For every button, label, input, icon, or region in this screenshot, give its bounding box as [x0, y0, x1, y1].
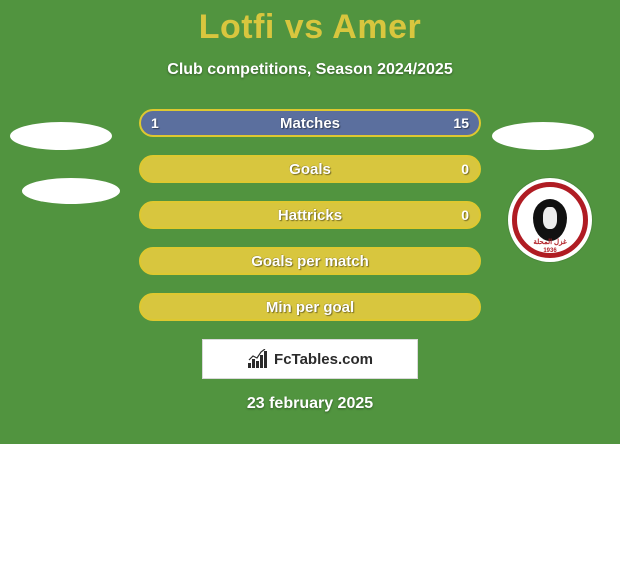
stat-value-right: 0 [461, 203, 469, 227]
bars-icon [247, 349, 271, 369]
stat-row: Matches1 15 [139, 109, 481, 137]
stat-label: Min per goal [141, 295, 479, 319]
left-team-badge-top [10, 122, 112, 150]
stat-row: Goals0 [139, 155, 481, 183]
stat-value-left: 1 [151, 111, 159, 135]
stat-label: Goals [141, 157, 479, 181]
stat-row: Min per goal [139, 293, 481, 321]
stat-label: Matches [141, 111, 479, 135]
stat-value-right: 15 [453, 111, 469, 135]
club-logo-inner [533, 199, 567, 241]
club-logo-ring: غزل المحلة 1936 [512, 182, 588, 258]
club-logo-arabic: غزل المحلة [533, 238, 566, 246]
brand-text: FcTables.com [274, 351, 373, 368]
left-team-badge-bottom [22, 178, 120, 204]
stat-value-right: 0 [461, 157, 469, 181]
club-logo-year: 1936 [543, 248, 556, 254]
date-text: 23 february 2025 [0, 395, 620, 413]
brand-footer: FcTables.com [202, 339, 418, 379]
comparison-panel: Lotfi vs Amer Club competitions, Season … [0, 0, 620, 444]
stat-row: Goals per match [139, 247, 481, 275]
subtitle: Club competitions, Season 2024/2025 [0, 61, 620, 79]
stat-row: Hattricks0 [139, 201, 481, 229]
stat-label: Hattricks [141, 203, 479, 227]
right-club-logo: غزل المحلة 1936 [508, 178, 592, 262]
stat-label: Goals per match [141, 249, 479, 273]
right-team-badge-top [492, 122, 594, 150]
stat-rows: Matches115Goals0Hattricks0Goals per matc… [139, 109, 481, 321]
page-title: Lotfi vs Amer [0, 0, 620, 47]
